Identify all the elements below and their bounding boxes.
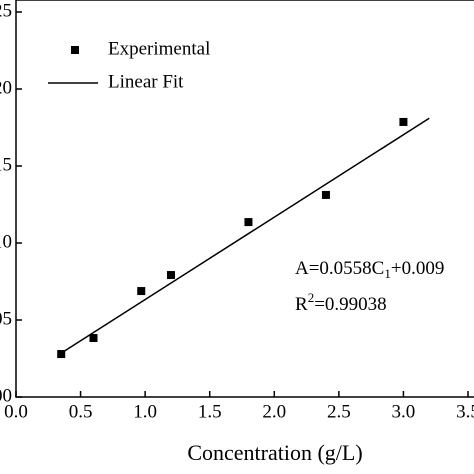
y-tick-label: 0.00: [0, 385, 12, 406]
point: [137, 287, 146, 296]
y-tick-label: 0.25: [0, 0, 12, 21]
r-squared: R2=0.99038: [295, 290, 387, 315]
plot-frame: [15, 0, 474, 398]
x-tick-label: 2.5: [327, 401, 351, 422]
legend-label: Linear Fit: [108, 71, 184, 92]
point: [399, 117, 408, 126]
legend-label: Experimental: [108, 38, 210, 59]
y-tick-label: 0.10: [0, 231, 12, 252]
point: [57, 350, 66, 359]
point: [244, 218, 253, 227]
y-tick-label: 0.15: [0, 154, 12, 175]
x-tick-label: 2.0: [262, 401, 286, 422]
y-tick-label: 0.05: [0, 308, 12, 329]
y-tick-label: 0.20: [0, 77, 12, 98]
x-tick-label: 0.5: [69, 401, 93, 422]
x-tick-label: 0.0: [4, 401, 28, 422]
x-tick-label: 3.0: [392, 401, 416, 422]
legend-marker: [71, 46, 79, 54]
x-axis-label: Concentration (g/L): [187, 440, 362, 465]
equation: A=0.0558C1+0.009: [295, 258, 444, 281]
x-tick-label: 1.0: [133, 401, 157, 422]
x-tick-label: 3.5: [456, 401, 474, 422]
point: [89, 334, 98, 343]
point: [166, 271, 175, 280]
point: [321, 190, 330, 199]
x-tick-label: 1.5: [198, 401, 222, 422]
fit-line: [60, 117, 430, 354]
